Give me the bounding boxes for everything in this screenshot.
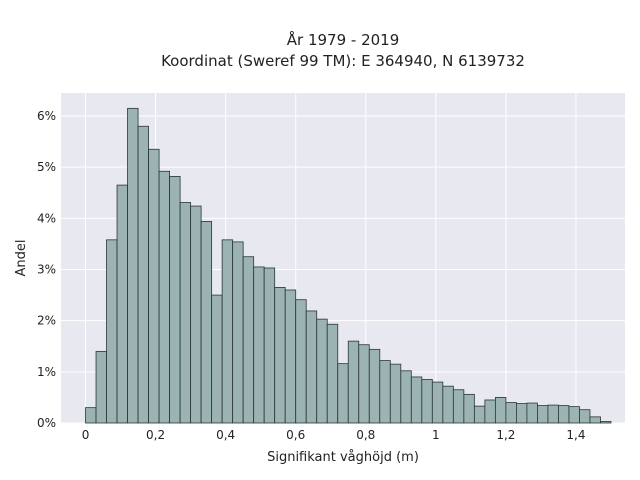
x-tick-label: 0	[82, 428, 90, 442]
histogram-bar	[274, 287, 286, 424]
histogram-bar	[253, 266, 265, 424]
histogram-bar	[442, 385, 454, 424]
chart-title-line-2: Koordinat (Sweref 99 TM): E 364940, N 61…	[161, 52, 525, 70]
histogram-bar	[579, 409, 591, 424]
histogram-bar	[558, 405, 570, 424]
histogram-bar	[85, 407, 97, 424]
histogram-bar	[95, 350, 107, 424]
x-tick-label: 0,4	[216, 428, 235, 442]
histogram-bar	[358, 344, 370, 424]
x-tick-label: 1	[432, 428, 440, 442]
histogram-bars	[85, 107, 612, 424]
histogram-bar	[473, 405, 486, 424]
histogram-bar	[431, 381, 444, 424]
histogram-bar	[200, 221, 213, 424]
histogram-bar	[463, 393, 475, 424]
x-axis-ticks: 0 0,2 0,4 0,6 0,8 1 1,2 1,4	[82, 428, 586, 442]
x-tick-label: 0,2	[146, 428, 165, 442]
histogram-bar	[148, 148, 160, 424]
histogram-bar	[305, 310, 318, 424]
histogram-bar	[137, 125, 149, 424]
histogram-bar	[347, 340, 360, 424]
histogram-bar	[316, 318, 328, 424]
histogram-bar	[242, 256, 255, 424]
histogram-bar	[158, 170, 170, 424]
y-tick-label: 4%	[37, 211, 56, 225]
histogram-bar	[337, 363, 349, 424]
y-tick-label: 6%	[37, 109, 56, 123]
y-tick-label: 1%	[37, 365, 56, 379]
histogram-bar	[326, 323, 339, 424]
histogram-bar	[452, 389, 465, 424]
histogram-bar	[484, 399, 496, 424]
histogram-bar	[516, 403, 528, 424]
histogram-bar	[379, 360, 391, 424]
histogram-bar	[526, 402, 538, 424]
histogram-bar	[179, 202, 192, 424]
x-tick-label: 0,6	[286, 428, 305, 442]
x-tick-label: 1,2	[496, 428, 515, 442]
histogram-bar	[505, 402, 517, 424]
y-tick-label: 5%	[37, 160, 56, 174]
histogram-bar	[127, 107, 139, 424]
histogram-bar	[295, 299, 307, 424]
histogram-bar	[221, 239, 234, 424]
histogram-bar	[190, 205, 202, 424]
y-tick-label: 2%	[37, 314, 56, 328]
histogram-bar	[263, 267, 276, 424]
histogram-bar	[494, 397, 507, 424]
histogram-bar	[284, 289, 297, 424]
histogram-bar	[368, 348, 381, 424]
y-tick-label: 0%	[37, 416, 56, 430]
histogram-bar	[116, 184, 128, 424]
x-tick-label: 1,4	[566, 428, 585, 442]
chart-title-line-1: År 1979 - 2019	[287, 30, 400, 49]
histogram-bar	[547, 404, 559, 424]
histogram-bar	[389, 363, 402, 424]
histogram-bar	[106, 239, 118, 424]
histogram-bar	[211, 294, 223, 424]
histogram-bar	[568, 406, 580, 424]
histogram-bar	[421, 379, 433, 424]
y-axis-label: Andel	[14, 240, 29, 277]
histogram-bar	[410, 376, 423, 424]
x-axis-label: Signifikant våghöjd (m)	[267, 450, 419, 465]
histogram-bar	[232, 241, 244, 424]
histogram-bar	[169, 175, 181, 424]
x-tick-label: 0,8	[356, 428, 375, 442]
histogram-bar	[400, 370, 412, 424]
y-tick-label: 3%	[37, 263, 56, 277]
histogram-bar	[600, 421, 612, 424]
histogram-bar	[537, 405, 549, 424]
histogram-bar	[589, 416, 601, 424]
y-axis-ticks: 0% 1% 2% 3% 4% 5% 6%	[37, 109, 56, 430]
